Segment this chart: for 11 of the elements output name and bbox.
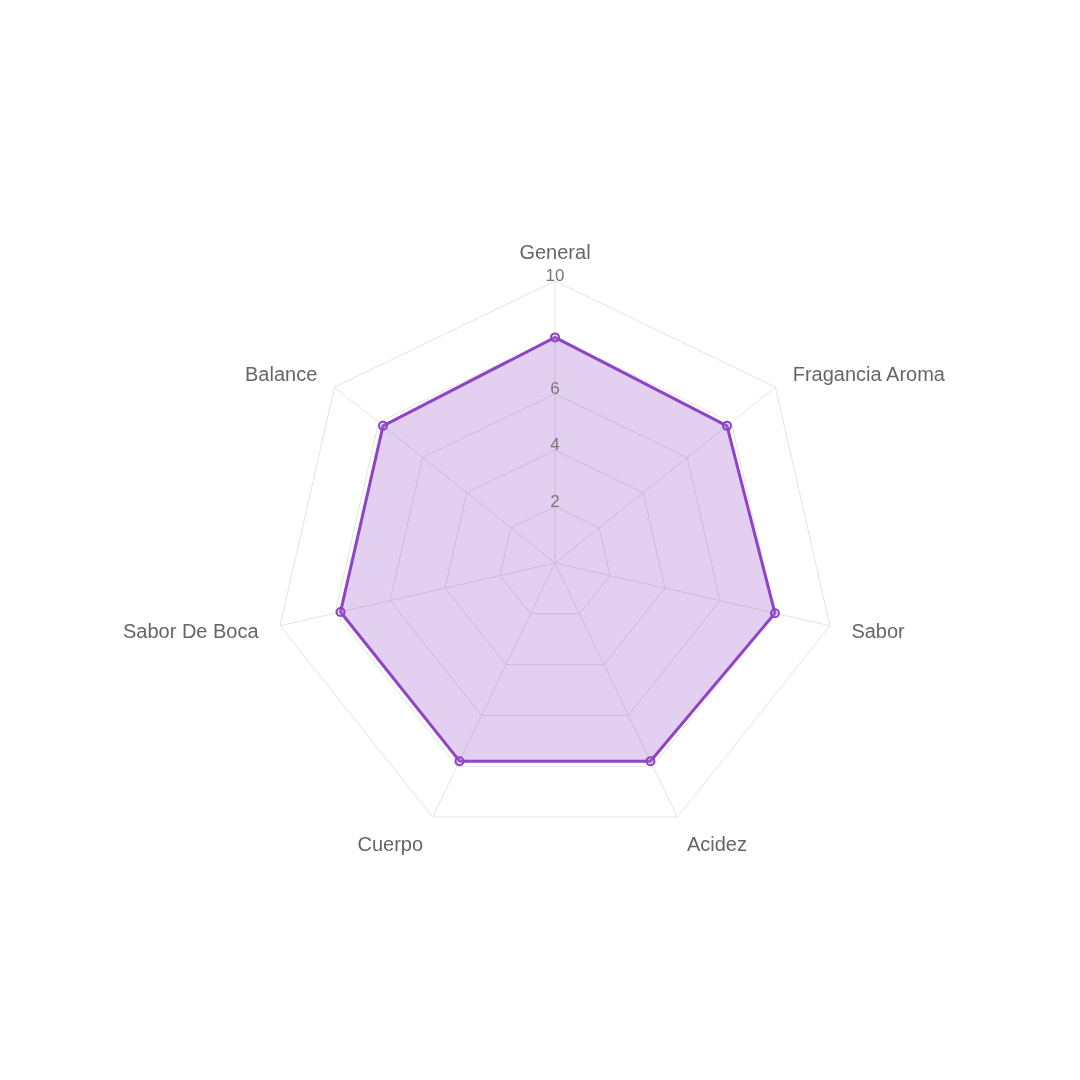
spoke-label: Fragancia Aroma bbox=[792, 362, 946, 385]
spoke-label: Cuerpo bbox=[357, 833, 424, 856]
y-tick-label: 4 bbox=[550, 435, 560, 455]
spoke-label: Sabor bbox=[851, 619, 906, 642]
spoke-label: General bbox=[519, 241, 591, 263]
spoke-label: Acidez bbox=[686, 833, 747, 856]
y-tick-label: 2 bbox=[550, 491, 560, 511]
y-tick-label: 10 bbox=[545, 266, 565, 285]
spoke-label: Sabor De Boca bbox=[122, 619, 260, 642]
y-tick-label: 6 bbox=[550, 378, 560, 398]
spoke-label: Balance bbox=[245, 362, 318, 385]
